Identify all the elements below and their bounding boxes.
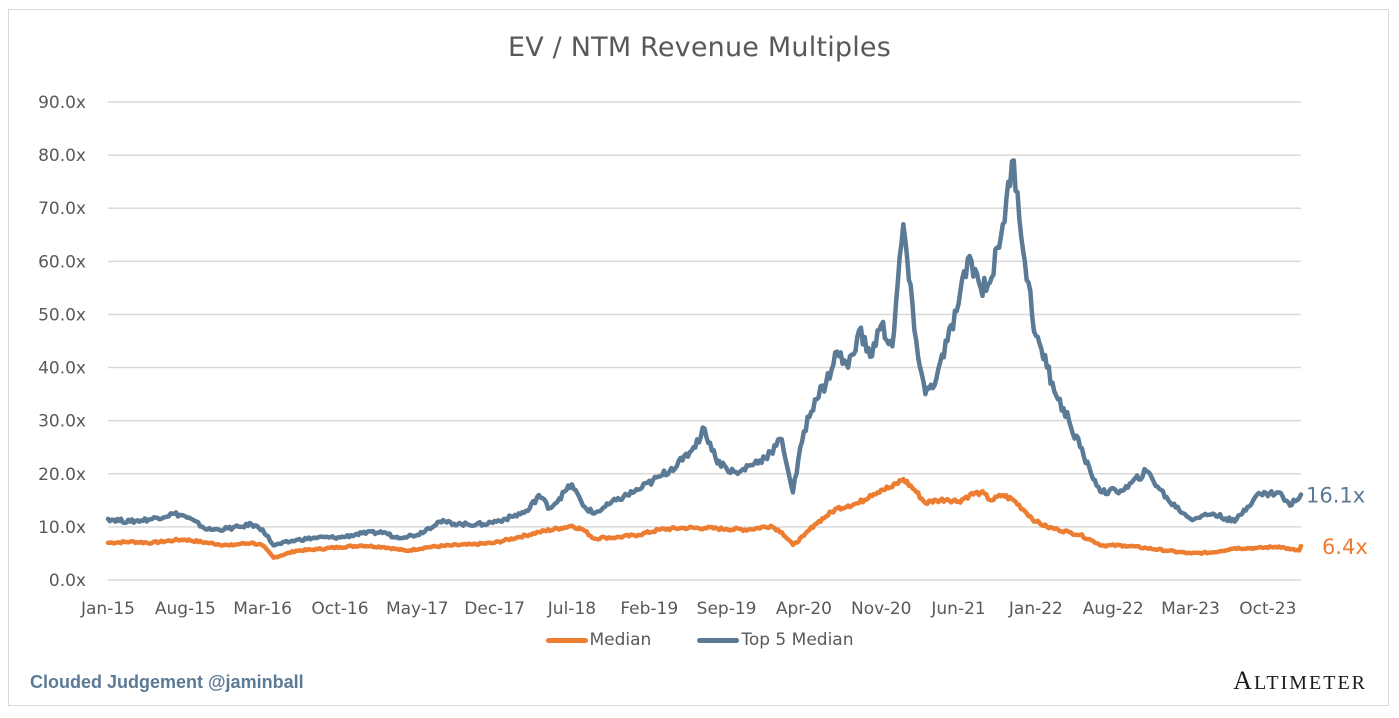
y-tick-label: 10.0x	[38, 518, 86, 538]
altimeter-logo: ALTIMETER	[1233, 666, 1367, 695]
legend: Median Top 5 Median	[0, 630, 1399, 650]
x-tick-label: Oct-23	[1239, 599, 1296, 619]
x-tick-label: Aug-22	[1083, 599, 1144, 619]
y-axis-ticks: 0.0x 10.0x 20.0x 30.0x 40.0x 50.0x 60.0x 70.0x 8…	[38, 93, 86, 591]
chart-frame	[8, 9, 1389, 706]
x-tick-label: Jan-15	[80, 599, 135, 619]
x-tick-label: Apr-20	[776, 599, 832, 619]
end-label-median: 6.4x	[1322, 535, 1368, 559]
y-tick-label: 0.0x	[49, 571, 86, 591]
x-tick-label: Aug-15	[155, 599, 216, 619]
y-tick-label: 50.0x	[38, 305, 86, 325]
series-line-top5-median	[105, 158, 1304, 548]
y-tick-label: 40.0x	[38, 359, 86, 379]
gridlines	[108, 101, 1301, 581]
y-tick-label: 90.0x	[38, 93, 86, 113]
x-tick-label: Jan-22	[1008, 599, 1063, 619]
legend-swatch-top5-median	[697, 637, 740, 643]
series-lines	[105, 158, 1304, 560]
x-tick-label: Dec-17	[464, 599, 525, 619]
x-tick-label: Nov-20	[851, 599, 912, 619]
x-tick-label: Oct-16	[311, 599, 368, 619]
y-tick-label: 30.0x	[38, 412, 86, 432]
credit-text: Clouded Judgement @jaminball	[30, 672, 304, 692]
x-axis-ticks: Jan-15 Aug-15 Mar-16 Oct-16 May-17 Dec-17 Jul-…	[80, 599, 1296, 619]
x-tick-label: Jun-21	[930, 599, 985, 619]
x-tick-label: Mar-23	[1161, 599, 1220, 619]
y-tick-label: 60.0x	[38, 252, 86, 272]
legend-item-top5-median: Top 5 Median	[697, 630, 854, 650]
legend-item-median: Median	[545, 630, 652, 650]
legend-label-median: Median	[589, 630, 652, 650]
x-tick-label: Feb-19	[620, 599, 678, 619]
end-label-top5-median: 16.1x	[1306, 483, 1365, 507]
end-labels: 6.4x 16.1x	[1306, 483, 1368, 559]
legend-label-top5-median: Top 5 Median	[741, 630, 854, 650]
y-tick-label: 70.0x	[38, 199, 86, 219]
x-tick-label: Jul-18	[547, 599, 596, 619]
chart-title: EV / NTM Revenue Multiples	[507, 32, 892, 63]
y-tick-label: 20.0x	[38, 465, 86, 485]
series-line-median	[105, 476, 1304, 560]
x-tick-label: May-17	[386, 599, 449, 619]
x-tick-label: Sep-19	[697, 599, 757, 619]
legend-swatch-median	[545, 637, 588, 643]
x-tick-label: Mar-16	[233, 599, 292, 619]
y-tick-label: 80.0x	[38, 146, 86, 166]
